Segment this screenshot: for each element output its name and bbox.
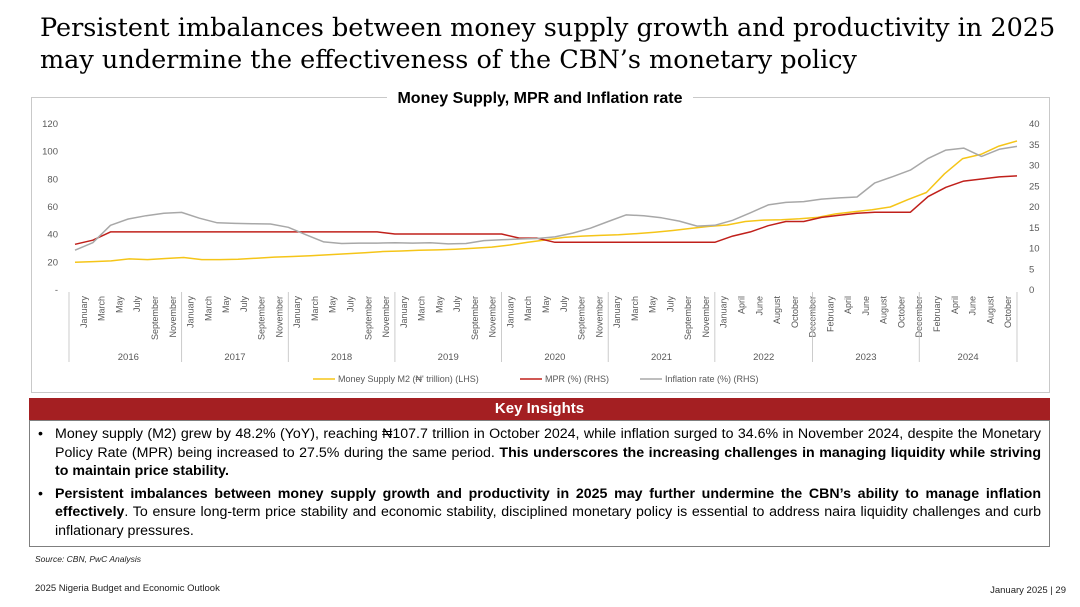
x-axis-month-label: March — [97, 296, 107, 321]
x-axis-month-label: November — [701, 296, 711, 338]
x-axis-month-label: March — [523, 296, 533, 321]
left-axis-tick-label: 100 — [42, 147, 58, 158]
insight-2-text: . To ensure long-term price stability an… — [55, 504, 1041, 539]
legend-label: MPR (%) (RHS) — [545, 374, 609, 384]
legend-label: Inflation rate (%) (RHS) — [665, 374, 759, 384]
series-line-inflation — [74, 145, 1018, 251]
x-axis-month-label: February — [932, 296, 942, 333]
right-axis-tick-label: 30 — [1029, 161, 1040, 172]
x-axis-month-label: September — [577, 296, 587, 340]
chart-title: Money Supply, MPR and Inflation rate — [0, 88, 1080, 110]
left-axis-tick-label: 80 — [47, 174, 58, 185]
insight-1-bold: This underscores the increasing challeng… — [55, 444, 1041, 480]
insight-2-bold: Persistent imbalances between money supp… — [55, 485, 1041, 521]
x-axis-month-label: October — [896, 296, 906, 328]
x-axis-month-label: April — [950, 296, 960, 314]
x-axis-month-label: July — [345, 296, 355, 313]
x-axis-month-label: March — [310, 296, 320, 321]
chart-title-text: Money Supply, MPR and Inflation rate — [387, 90, 693, 107]
insight-1-text: Money supply (M2) grew by 48.2% (YoY), r… — [55, 426, 1041, 461]
left-axis-tick-label: - — [55, 285, 58, 296]
x-axis-month-label: February — [825, 296, 835, 333]
x-axis-month-label: July — [132, 296, 142, 313]
x-axis-month-label: August — [772, 296, 782, 325]
x-axis-year-label: 2019 — [438, 352, 459, 363]
x-axis-month-label: May — [221, 296, 231, 314]
x-axis-month-label: October — [1003, 296, 1013, 328]
x-axis-month-label: July — [239, 296, 249, 313]
x-axis-month-label: March — [630, 296, 640, 321]
x-axis-month-label: May — [648, 296, 658, 314]
x-axis-month-label: March — [417, 296, 427, 321]
x-axis-month-label: March — [203, 296, 213, 321]
x-axis-year-label: 2020 — [544, 352, 565, 363]
key-insights-box: Money supply (M2) grew by 48.2% (YoY), r… — [29, 420, 1050, 547]
x-axis-month-label: July — [665, 296, 675, 313]
right-axis-tick-label: 20 — [1029, 202, 1040, 213]
x-axis-month-label: April — [843, 296, 853, 314]
right-axis-tick-label: 5 — [1029, 264, 1034, 275]
insight-bullet-1: Money supply (M2) grew by 48.2% (YoY), r… — [38, 425, 1041, 481]
x-axis-month-label: November — [381, 296, 391, 338]
x-axis-month-label: June — [861, 296, 871, 316]
x-axis-month-label: January — [612, 296, 622, 329]
x-axis-month-label: November — [594, 296, 604, 338]
x-axis-year-label: 2023 — [855, 352, 876, 363]
x-axis-month-label: May — [114, 296, 124, 314]
right-axis-tick-label: 25 — [1029, 181, 1040, 192]
source-note: Source: CBN, PwC Analysis — [35, 554, 141, 564]
left-axis-tick-label: 40 — [47, 230, 58, 241]
insights-list: Money supply (M2) grew by 48.2% (YoY), r… — [38, 425, 1041, 540]
right-axis-tick-label: 10 — [1029, 244, 1040, 255]
x-axis-month-label: July — [452, 296, 462, 313]
x-axis-month-label: April — [737, 296, 747, 314]
x-axis-month-label: September — [470, 296, 480, 340]
x-axis-month-label: November — [274, 296, 284, 338]
x-axis-month-label: January — [292, 296, 302, 329]
x-axis-month-label: May — [434, 296, 444, 314]
x-axis-month-label: June — [754, 296, 764, 316]
x-axis-month-label: November — [488, 296, 498, 338]
x-axis-month-label: August — [879, 296, 889, 325]
x-axis-year-label: 2024 — [958, 352, 979, 363]
x-axis-month-label: September — [683, 296, 693, 340]
x-axis-month-label: July — [559, 296, 569, 313]
x-axis-year-label: 2021 — [651, 352, 672, 363]
x-axis-month-label: January — [505, 296, 515, 329]
x-axis-month-label: January — [186, 296, 196, 329]
x-axis-month-label: January — [399, 296, 409, 329]
x-axis-month-label: September — [150, 296, 160, 340]
right-axis-tick-label: 15 — [1029, 223, 1040, 234]
x-axis-month-label: September — [257, 296, 267, 340]
x-axis-month-label: June — [968, 296, 978, 316]
x-axis-month-label: January — [79, 296, 89, 329]
slide-title: Persistent imbalances between money supp… — [40, 13, 1056, 75]
series-line-money-supply — [74, 140, 1018, 264]
x-axis-month-label: May — [541, 296, 551, 314]
right-axis-tick-label: 35 — [1029, 140, 1040, 151]
left-axis-tick-label: 120 — [42, 119, 58, 130]
x-axis-year-label: 2018 — [331, 352, 352, 363]
insight-bullet-2: Persistent imbalances between money supp… — [38, 485, 1041, 541]
x-axis-month-label: January — [719, 296, 729, 329]
x-axis-year-label: 2022 — [753, 352, 774, 363]
key-insights-header: Key Insights — [29, 398, 1050, 420]
footer-date-page: January 2025 | 29 — [990, 585, 1066, 596]
footer-report-name: 2025 Nigeria Budget and Economic Outlook — [35, 583, 220, 594]
x-axis-month-label: May — [328, 296, 338, 314]
legend-label: Money Supply M2 (₦' trillion) (LHS) — [338, 374, 479, 384]
x-axis-year-label: 2017 — [224, 352, 245, 363]
right-axis-tick-label: 0 — [1029, 285, 1034, 296]
left-axis-tick-label: 60 — [47, 202, 58, 213]
x-axis-month-label: August — [985, 296, 995, 325]
series-line-mpr — [74, 175, 1018, 246]
left-axis-tick-label: 20 — [47, 257, 58, 268]
x-axis-month-label: September — [363, 296, 373, 340]
x-axis-year-label: 2016 — [118, 352, 139, 363]
x-axis-month-label: November — [168, 296, 178, 338]
right-axis-tick-label: 40 — [1029, 119, 1040, 130]
x-axis-month-label: October — [790, 296, 800, 328]
